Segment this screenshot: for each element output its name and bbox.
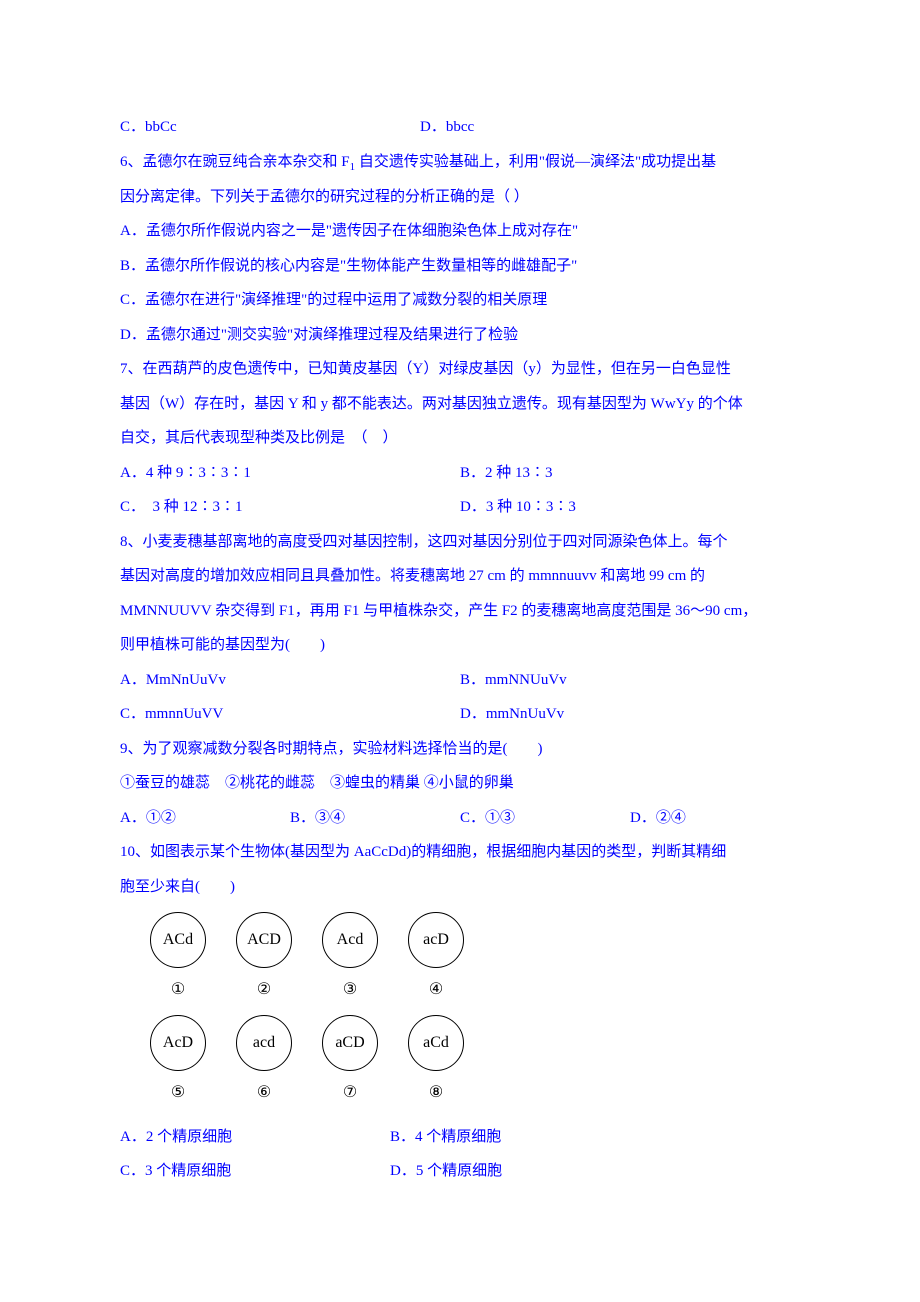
cell-8-label: ⑧ <box>429 1075 443 1112</box>
q7-options-ab: A．4 种 9∶3∶3∶1 B．2 种 13∶3 <box>120 456 800 491</box>
q5-options-cd: C．bbCc D．bbcc <box>120 110 800 145</box>
q9-stem-line1: 9、为了观察减数分裂各时期特点，实验材料选择恰当的是( ) <box>120 732 800 767</box>
q7-stem-line3: 自交，其后代表现型种类及比例是 （ ） <box>120 421 800 456</box>
q8-stem-line4: 则甲植株可能的基因型为( ) <box>120 628 800 663</box>
q8-option-d: D．mmNnUuVv <box>460 697 800 732</box>
q8-stem-line1: 8、小麦麦穗基部离地的高度受四对基因控制，这四对基因分别位于四对同源染色体上。每… <box>120 525 800 560</box>
q6-option-d: D．孟德尔通过"测交实验"对演绎推理过程及结果进行了检验 <box>120 318 800 353</box>
q9-option-c: C．①③ <box>460 801 630 836</box>
q10-stem-line1: 10、如图表示某个生物体(基因型为 AaCcDd)的精细胞，根据细胞内基因的类型… <box>120 835 800 870</box>
cell-row-1: ACd ① ACD ② Acd ③ acD ④ <box>150 912 800 1009</box>
q5-option-c: C．bbCc <box>120 110 420 145</box>
cell-3-genotype: Acd <box>322 912 378 968</box>
q10-option-d: D．5 个精原细胞 <box>390 1154 800 1189</box>
cell-1-label: ① <box>171 972 185 1009</box>
q9-options: A．①② B．③④ C．①③ D．②④ <box>120 801 800 836</box>
exam-page: C．bbCc D．bbcc 6、孟德尔在豌豆纯合亲本杂交和 F1 自交遗传实验基… <box>0 0 920 1249</box>
q8-option-c: C．mmnnUuVV <box>120 697 460 732</box>
cell-2: ACD ② <box>236 912 292 1009</box>
cell-3: Acd ③ <box>322 912 378 1009</box>
cell-5-genotype: AcD <box>150 1015 206 1071</box>
q6-stem-line1: 6、孟德尔在豌豆纯合亲本杂交和 F1 自交遗传实验基础上，利用"假说—演绎法"成… <box>120 145 800 180</box>
cell-1: ACd ① <box>150 912 206 1009</box>
q7-option-d: D．3 种 10∶3∶3 <box>460 490 800 525</box>
q10-options-ab: A．2 个精原细胞 B．4 个精原细胞 <box>120 1120 800 1155</box>
q8-option-b: B．mmNNUuVv <box>460 663 800 698</box>
cell-6-genotype: acd <box>236 1015 292 1071</box>
q10-option-b: B．4 个精原细胞 <box>390 1120 800 1155</box>
q6-option-a: A．孟德尔所作假说内容之一是"遗传因子在体细胞染色体上成对存在" <box>120 214 800 249</box>
q7-option-c: C． 3 种 12∶3∶1 <box>120 490 460 525</box>
q8-stem-line3: MMNNUUVV 杂交得到 F1，再用 F1 与甲植株杂交，产生 F2 的麦穗离… <box>120 594 800 629</box>
cell-4-genotype: acD <box>408 912 464 968</box>
q9-option-b: B．③④ <box>290 801 460 836</box>
cell-8-genotype: aCd <box>408 1015 464 1071</box>
cell-6-label: ⑥ <box>257 1075 271 1112</box>
q10-cell-diagram: ACd ① ACD ② Acd ③ acD ④ AcD ⑤ acd <box>150 912 800 1112</box>
q6-option-c: C．孟德尔在进行"演绎推理"的过程中运用了减数分裂的相关原理 <box>120 283 800 318</box>
cell-2-label: ② <box>257 972 271 1009</box>
q7-stem-line1: 7、在西葫芦的皮色遗传中，已知黄皮基因（Y）对绿皮基因（y）为显性，但在另一白色… <box>120 352 800 387</box>
cell-7-label: ⑦ <box>343 1075 357 1112</box>
q10-stem-line2: 胞至少来自( ) <box>120 870 800 905</box>
q6-stem-line2: 因分离定律。下列关于孟德尔的研究过程的分析正确的是（ ） <box>120 180 800 215</box>
q9-option-a: A．①② <box>120 801 290 836</box>
q7-option-a: A．4 种 9∶3∶3∶1 <box>120 456 460 491</box>
cell-6: acd ⑥ <box>236 1015 292 1112</box>
q6-stem-part1: 6、孟德尔在豌豆纯合亲本杂交和 F <box>120 154 350 170</box>
cell-1-genotype: ACd <box>150 912 206 968</box>
q6-option-b: B．孟德尔所作假说的核心内容是"生物体能产生数量相等的雌雄配子" <box>120 249 800 284</box>
q10-option-c: C．3 个精原细胞 <box>120 1154 390 1189</box>
cell-2-genotype: ACD <box>236 912 292 968</box>
q8-options-ab: A．MmNnUuVv B．mmNNUuVv <box>120 663 800 698</box>
cell-row-2: AcD ⑤ acd ⑥ aCD ⑦ aCd ⑧ <box>150 1015 800 1112</box>
q10-option-a: A．2 个精原细胞 <box>120 1120 390 1155</box>
q5-option-d: D．bbcc <box>420 110 800 145</box>
cell-5: AcD ⑤ <box>150 1015 206 1112</box>
q10-options-cd: C．3 个精原细胞 D．5 个精原细胞 <box>120 1154 800 1189</box>
q7-options-cd: C． 3 种 12∶3∶1 D．3 种 10∶3∶3 <box>120 490 800 525</box>
q7-option-b: B．2 种 13∶3 <box>460 456 800 491</box>
cell-7-genotype: aCD <box>322 1015 378 1071</box>
q9-stem-line2: ①蚕豆的雄蕊 ②桃花的雌蕊 ③蝗虫的精巢 ④小鼠的卵巢 <box>120 766 800 801</box>
cell-5-label: ⑤ <box>171 1075 185 1112</box>
q7-stem-line2: 基因（W）存在时，基因 Y 和 y 都不能表达。两对基因独立遗传。现有基因型为 … <box>120 387 800 422</box>
cell-3-label: ③ <box>343 972 357 1009</box>
q6-stem-part2: 自交遗传实验基础上，利用"假说—演绎法"成功提出基 <box>355 154 716 170</box>
cell-4-label: ④ <box>429 972 443 1009</box>
cell-7: aCD ⑦ <box>322 1015 378 1112</box>
q8-options-cd: C．mmnnUuVV D．mmNnUuVv <box>120 697 800 732</box>
cell-4: acD ④ <box>408 912 464 1009</box>
q9-option-d: D．②④ <box>630 801 800 836</box>
q8-stem-line2: 基因对高度的增加效应相同且具叠加性。将麦穗离地 27 cm 的 mmnnuuvv… <box>120 559 800 594</box>
q8-option-a: A．MmNnUuVv <box>120 663 460 698</box>
cell-8: aCd ⑧ <box>408 1015 464 1112</box>
